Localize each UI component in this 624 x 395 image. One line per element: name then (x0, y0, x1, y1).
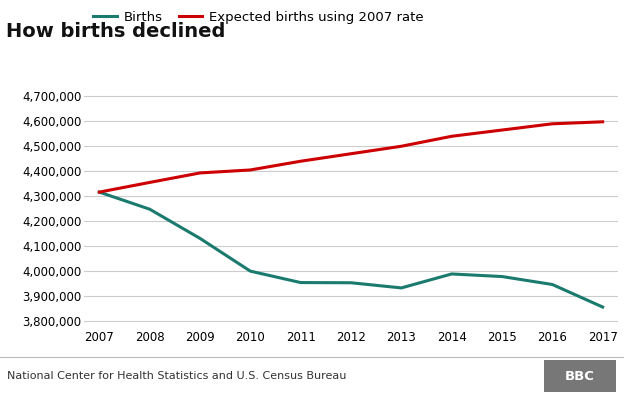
Text: National Center for Health Statistics and U.S. Census Bureau: National Center for Health Statistics an… (7, 371, 347, 381)
Text: BBC: BBC (565, 370, 595, 383)
Legend: Births, Expected births using 2007 rate: Births, Expected births using 2007 rate (88, 6, 429, 29)
FancyBboxPatch shape (544, 361, 616, 392)
Text: How births declined: How births declined (6, 22, 226, 41)
